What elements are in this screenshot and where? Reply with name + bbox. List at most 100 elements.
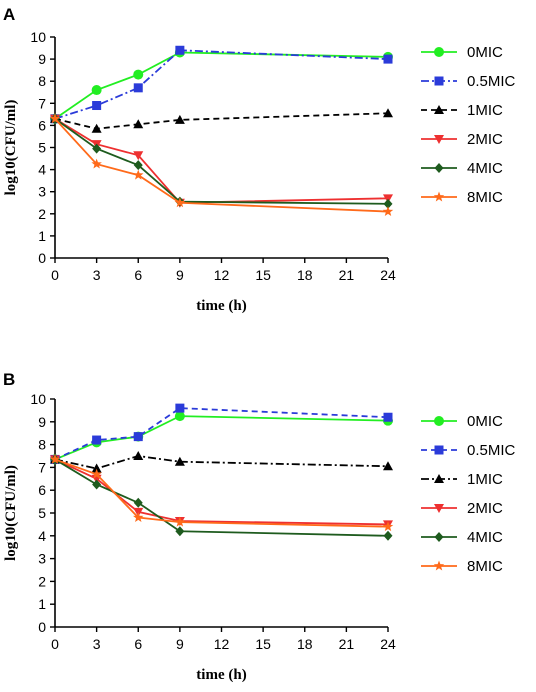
- legend-label: 8MIC: [467, 189, 503, 206]
- y-tick-label: 4: [38, 528, 46, 544]
- y-axis-title: log10(CFU/ml): [3, 100, 19, 196]
- legend-entry: 4MIC: [421, 529, 503, 546]
- panel-letter-a: A: [3, 5, 15, 24]
- legend-label: 1MIC: [467, 102, 503, 119]
- legend-marker: [434, 474, 444, 483]
- data-point: [91, 85, 102, 96]
- data-point: [383, 54, 393, 64]
- y-tick-label: 5: [38, 140, 46, 156]
- data-point: [91, 468, 102, 479]
- data-point: [133, 512, 144, 523]
- series-line: [54, 51, 389, 120]
- series-line: [54, 415, 389, 461]
- legend-entry: 0.5MIC: [421, 73, 516, 90]
- legend-entry: 8MIC: [421, 189, 503, 206]
- y-tick-label: 1: [38, 596, 46, 612]
- x-tick-label: 0: [51, 636, 59, 652]
- y-tick-label: 7: [38, 95, 46, 111]
- legend-label: 2MIC: [467, 500, 503, 517]
- legend-marker: [434, 163, 444, 173]
- legend-entry: 4MIC: [421, 160, 503, 177]
- series-8MIC: [49, 113, 394, 217]
- series-line: [54, 49, 389, 120]
- y-tick-label: 2: [38, 206, 46, 222]
- x-tick-label: 21: [339, 267, 355, 283]
- legend-marker: [434, 47, 444, 57]
- x-tick-label: 12: [214, 636, 230, 652]
- data-point: [382, 206, 394, 217]
- series-4MIC: [50, 454, 393, 541]
- x-tick-label: 6: [134, 267, 142, 283]
- legend-entry: 0MIC: [421, 413, 503, 430]
- y-tick-label: 2: [38, 573, 46, 589]
- legend-label: 1MIC: [467, 471, 503, 488]
- y-tick-label: 6: [38, 117, 46, 133]
- data-point: [174, 411, 185, 422]
- x-tick-label: 24: [380, 267, 396, 283]
- legend-entry: 0.5MIC: [421, 442, 516, 459]
- legend-entry: 1MIC: [421, 102, 503, 119]
- y-tick-label: 0: [38, 250, 46, 266]
- y-tick-label: 5: [38, 505, 46, 521]
- x-tick-label: 24: [380, 636, 396, 652]
- y-tick-label: 8: [38, 73, 46, 89]
- data-point: [383, 108, 393, 118]
- x-tick-label: 3: [93, 267, 101, 283]
- data-point: [175, 45, 185, 55]
- data-point: [133, 432, 143, 442]
- legend-marker: [434, 532, 444, 542]
- series-0.5MIC: [50, 45, 393, 124]
- legend-label: 8MIC: [467, 558, 503, 575]
- legend-marker: [433, 560, 445, 571]
- data-point: [133, 169, 144, 180]
- legend-entry: 2MIC: [421, 500, 503, 517]
- series-2MIC: [50, 455, 393, 530]
- y-tick-label: 10: [30, 391, 46, 407]
- data-point: [175, 526, 185, 537]
- y-tick-label: 0: [38, 619, 46, 635]
- x-tick-label: 12: [214, 267, 230, 283]
- legend-entry: 8MIC: [421, 558, 503, 575]
- y-tick-label: 8: [38, 437, 46, 453]
- data-point: [133, 160, 143, 171]
- data-point: [383, 530, 393, 541]
- series-line: [54, 118, 389, 204]
- y-axis-title: log10(CFU/ml): [3, 465, 19, 561]
- y-tick-label: 9: [38, 51, 46, 67]
- x-tick-label: 6: [134, 636, 142, 652]
- x-tick-label: 9: [176, 636, 184, 652]
- panel-letter-b: B: [3, 370, 15, 389]
- x-tick-label: 15: [255, 636, 271, 652]
- data-point: [91, 158, 102, 169]
- series-line: [54, 455, 389, 470]
- data-point: [383, 412, 393, 422]
- y-tick-label: 1: [38, 228, 46, 244]
- series-line: [54, 458, 389, 528]
- data-point: [174, 114, 185, 124]
- data-point: [174, 516, 186, 527]
- series-4MIC: [50, 113, 393, 209]
- legend-marker: [434, 504, 444, 513]
- data-point: [133, 83, 143, 93]
- data-point: [133, 119, 144, 129]
- legend-label: 0.5MIC: [467, 442, 516, 459]
- x-tick-label: 15: [255, 267, 271, 283]
- legend-marker: [434, 416, 444, 426]
- data-point: [383, 198, 393, 209]
- x-tick-label: 18: [297, 267, 313, 283]
- series-line: [54, 118, 389, 213]
- x-tick-label: 0: [51, 267, 59, 283]
- series-0.5MIC: [50, 403, 393, 464]
- series-line: [54, 118, 389, 205]
- series-line: [54, 407, 389, 461]
- legend-marker: [434, 135, 444, 144]
- legend-label: 4MIC: [467, 160, 503, 177]
- data-point: [92, 143, 102, 154]
- legend-marker: [434, 445, 444, 455]
- data-point: [92, 435, 102, 445]
- legend-marker: [433, 191, 445, 202]
- series-line: [54, 458, 389, 526]
